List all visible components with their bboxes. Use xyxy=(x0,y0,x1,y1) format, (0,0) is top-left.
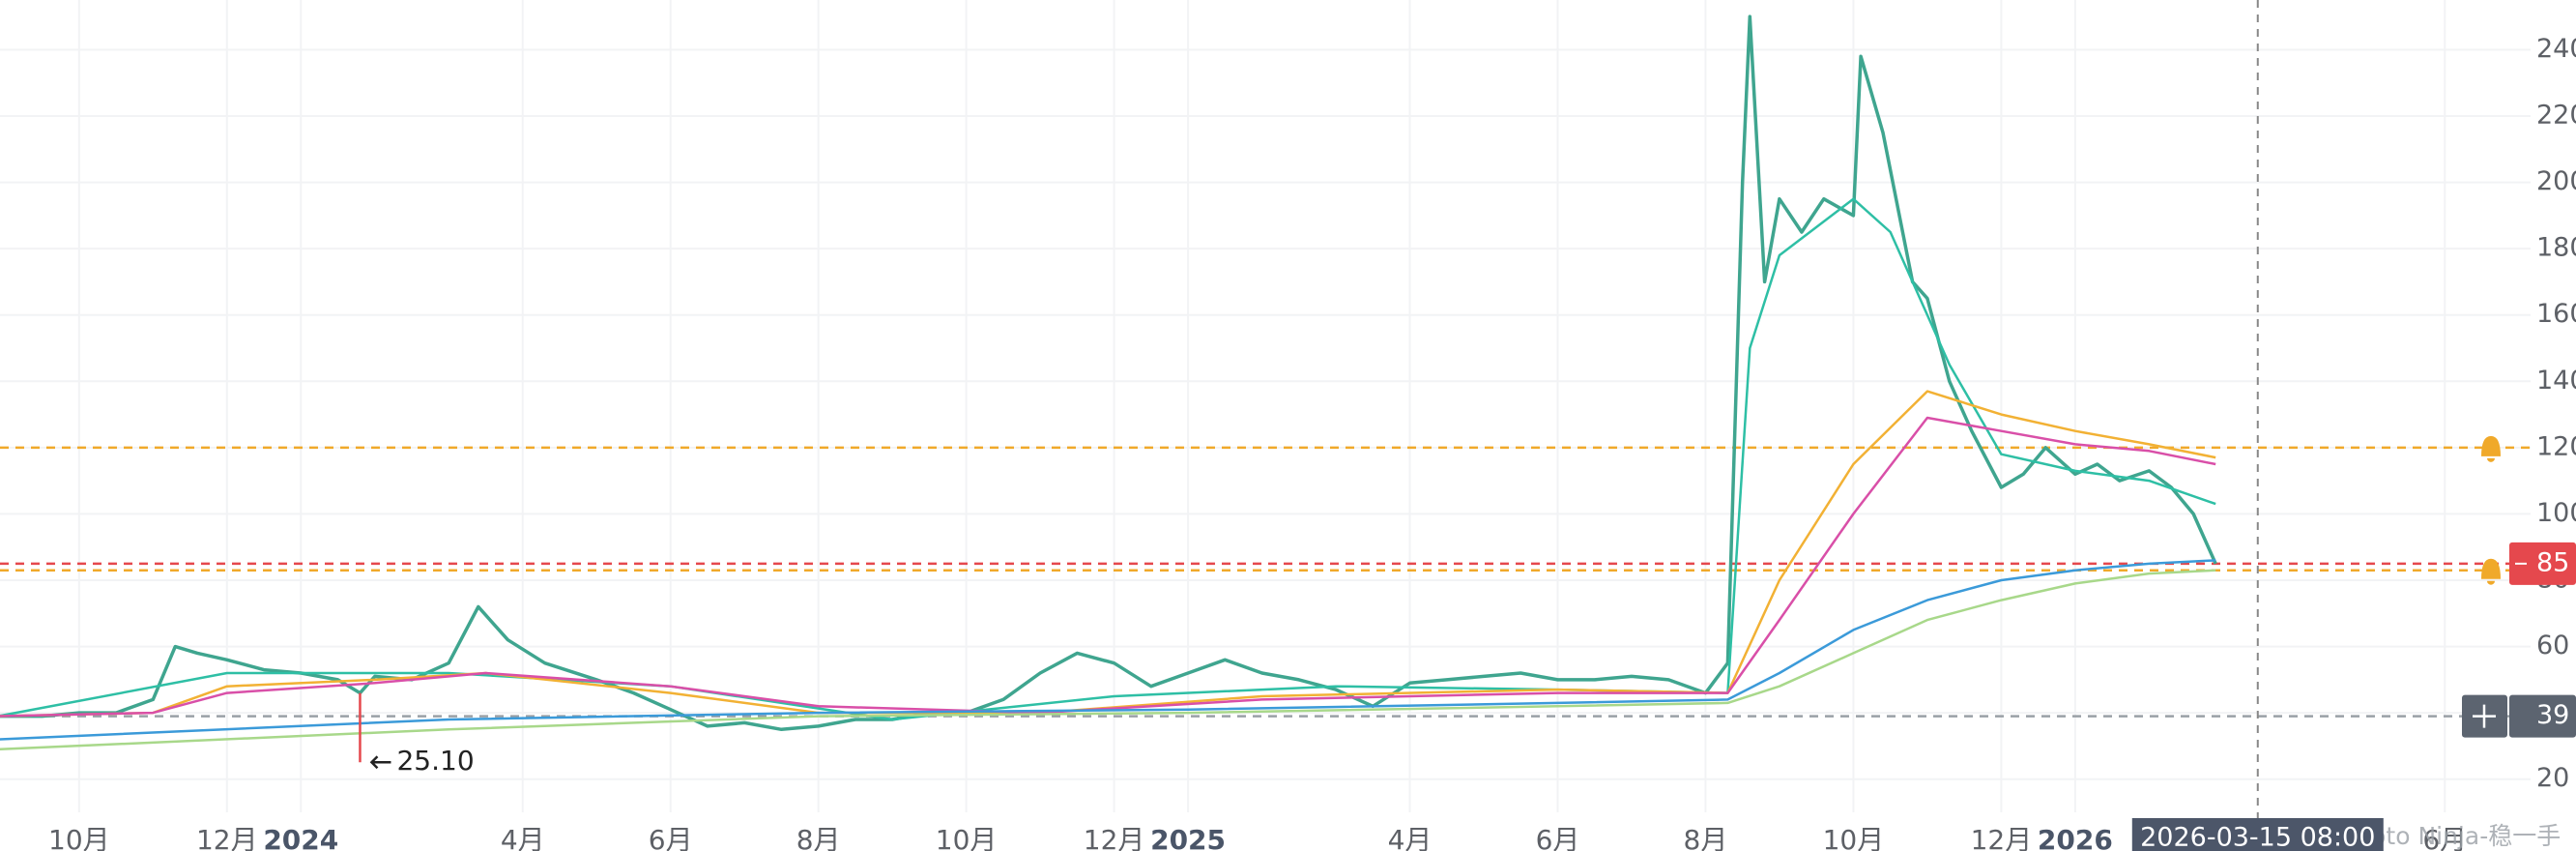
x-tick-label: 8月 xyxy=(1684,824,1728,851)
alert-bell xyxy=(2481,435,2501,462)
y-tick-label: 140 xyxy=(2536,366,2576,396)
y-tick-label: 200 xyxy=(2536,166,2576,196)
x-year-label: 2026 xyxy=(2038,824,2113,851)
price-label: 85 xyxy=(2536,547,2569,577)
x-tick-label: 8月 xyxy=(796,824,841,851)
moving-average xyxy=(0,416,2216,718)
x-tick-label: 10月 xyxy=(936,824,998,851)
y-tick-label: 160 xyxy=(2536,299,2576,329)
add-icon xyxy=(2473,704,2496,728)
x-tick-label: 12月 xyxy=(196,824,258,851)
y-tick-label: 20 xyxy=(2536,763,2569,793)
price-label-box xyxy=(2509,694,2576,738)
y-tick-label: 180 xyxy=(2536,233,2576,263)
y-tick-label: 120 xyxy=(2536,431,2576,461)
x-tick-label: 6月 xyxy=(649,824,693,851)
low-arrow xyxy=(369,755,391,770)
y-tick-label: 100 xyxy=(2536,498,2576,528)
x-tick-label: 12月 xyxy=(1084,824,1145,851)
x-tick-label: 4月 xyxy=(1388,824,1433,851)
moving-average xyxy=(0,569,2216,751)
x-tick-label: 4月 xyxy=(501,824,545,851)
axes: 2040608010012014016018020022024010月12月20… xyxy=(48,34,2576,851)
x-tick-label: 10月 xyxy=(1823,824,1885,851)
x-tick-label: 10月 xyxy=(48,824,110,851)
crosshair-date-label: 2026-03-15 08:00 xyxy=(2140,823,2375,851)
alert-bell xyxy=(2481,558,2501,585)
y-tick-label: 240 xyxy=(2536,34,2576,64)
plot: 25.10 xyxy=(0,0,2531,822)
moving-average xyxy=(0,559,2216,741)
y-tick-label: 220 xyxy=(2536,101,2576,131)
low-label: 25.10 xyxy=(396,745,474,777)
x-tick-label: 6月 xyxy=(2422,824,2467,851)
price-label-box xyxy=(2509,542,2576,585)
y-tick-label: 60 xyxy=(2536,631,2569,660)
x-tick-label: 12月 xyxy=(1971,824,2033,851)
x-year-label: 2025 xyxy=(1150,824,1226,851)
price-label: 39 xyxy=(2536,700,2569,730)
moving-average xyxy=(0,390,2216,718)
x-year-label: 2024 xyxy=(263,824,338,851)
crosshair-date-box xyxy=(2131,818,2384,851)
x-tick-label: 6月 xyxy=(1536,824,1580,851)
grid xyxy=(0,0,2531,812)
price-line xyxy=(0,15,2217,732)
